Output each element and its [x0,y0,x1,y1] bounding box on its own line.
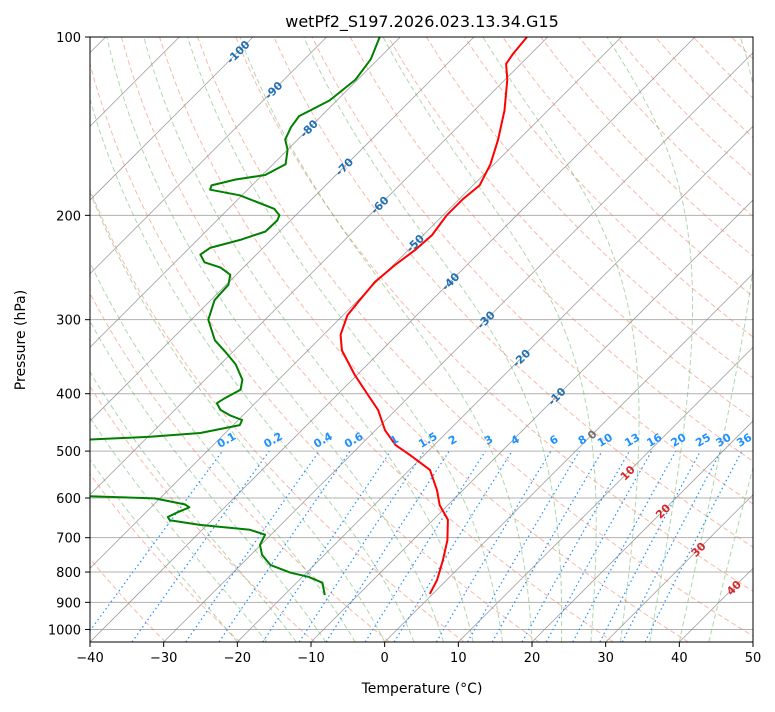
mixing-ratio-label: 25 [693,431,713,450]
x-tick-label: 40 [671,651,688,666]
dry-adiabat-line [160,37,689,642]
isotherm-line [458,37,775,642]
isotherm-label: 40 [724,578,744,598]
mixing-ratio-line [468,451,580,642]
moist-adiabat-line [483,37,639,642]
moist-adiabat-line [607,37,693,642]
isotherm-line [0,37,548,642]
chart-title: wetPf2_S197.2026.023.13.34.G15 [285,12,559,32]
isotherm-label: -70 [333,155,356,178]
dry-adiabat-line [465,37,775,642]
isotherm-label: -90 [262,79,285,102]
y-tick-label: 600 [56,492,81,507]
isotherm-line [164,37,769,642]
mixing-ratio-label: 36 [734,431,754,450]
y-tick-label: 800 [56,566,81,581]
isotherm-label: -80 [298,117,321,140]
isotherm-line [0,37,327,642]
dry-adiabat-line [579,37,775,642]
isotherm-label: -100 [224,38,253,67]
y-tick-label: 300 [56,314,81,329]
mixing-ratio-label: 10 [595,431,615,450]
isotherm-label: 20 [653,501,673,521]
x-tick-label: −20 [224,651,251,666]
mixing-ratio-line [82,451,223,642]
isotherm-label: -20 [510,347,533,370]
y-tick-label: 100 [56,31,81,46]
mixing-ratio-line [219,451,350,642]
dry-adiabat-line [770,37,775,642]
isotherm-label: -60 [368,194,391,217]
isotherm-line [90,37,695,642]
moist-adiabat-line [0,37,237,642]
isotherm-line [385,37,775,642]
mixing-ratio-label: 16 [644,431,664,450]
mixing-ratio-label: 6 [547,433,560,448]
isotherm-label: -40 [439,270,462,293]
background-lines [0,37,775,642]
mixing-ratio-line [132,451,269,642]
y-tick-label: 400 [56,388,81,403]
dry-adiabat-line [426,37,775,642]
x-tick-label: 30 [597,651,614,666]
x-tick-label: 50 [745,651,762,666]
mixing-ratio-label: 0.6 [342,430,366,451]
mixing-ratio-line [365,451,485,642]
x-tick-label: −40 [76,651,103,666]
mixing-ratio-line [326,451,449,642]
mixing-ratio-label: 30 [714,431,734,450]
mixing-ratio-label: 1 [388,433,401,448]
mixing-ratio-label: 0.4 [311,430,335,451]
moist-adiabat-line [107,37,444,642]
isotherm-line [0,37,474,642]
mixing-ratio-label: 1.5 [416,430,439,451]
dry-adiabat-line [0,37,240,642]
x-tick-label: −10 [297,651,324,666]
y-tick-label: 200 [56,209,81,224]
x-tick-label: 10 [450,651,467,666]
x-tick-label: 0 [381,651,389,666]
moist-adiabat-line [240,37,532,642]
x-tick-label: −30 [150,651,177,666]
mixing-ratio-label: 0.1 [215,430,238,451]
y-axis-label: Pressure (hPa) [13,290,29,390]
y-tick-label: 700 [56,532,81,547]
mixing-ratio-label: 3 [482,433,495,448]
x-axis-label: Temperature (°C) [361,681,483,697]
isotherm-label: -10 [545,385,568,408]
dry-adiabat-line [0,37,315,642]
y-tick-label: 900 [56,596,81,611]
isotherm-line [753,37,775,642]
dry-adiabat-line [388,37,775,642]
y-tick-label: 1000 [48,623,81,638]
moist-adiabat-line [0,37,296,642]
mixing-ratio-label: 2 [446,433,459,448]
y-tick-label: 500 [56,445,81,460]
dry-adiabat-line [655,37,775,642]
moist-adiabat-line [0,37,326,642]
dry-adiabat-line [350,37,775,642]
mixing-ratio-line [299,451,424,642]
mixing-ratio-line [546,451,651,642]
x-tick-label: 20 [524,651,541,666]
mixing-ratio-label: 4 [509,433,522,448]
moist-adiabat-line [188,37,503,642]
mixing-ratio-line [522,451,629,642]
dry-adiabat-line [7,37,389,642]
mixing-ratio-label: 0.2 [262,430,285,451]
moist-adiabat-line [304,37,562,642]
mixing-ratio-line [394,451,512,642]
isotherm-label: 30 [689,539,709,559]
